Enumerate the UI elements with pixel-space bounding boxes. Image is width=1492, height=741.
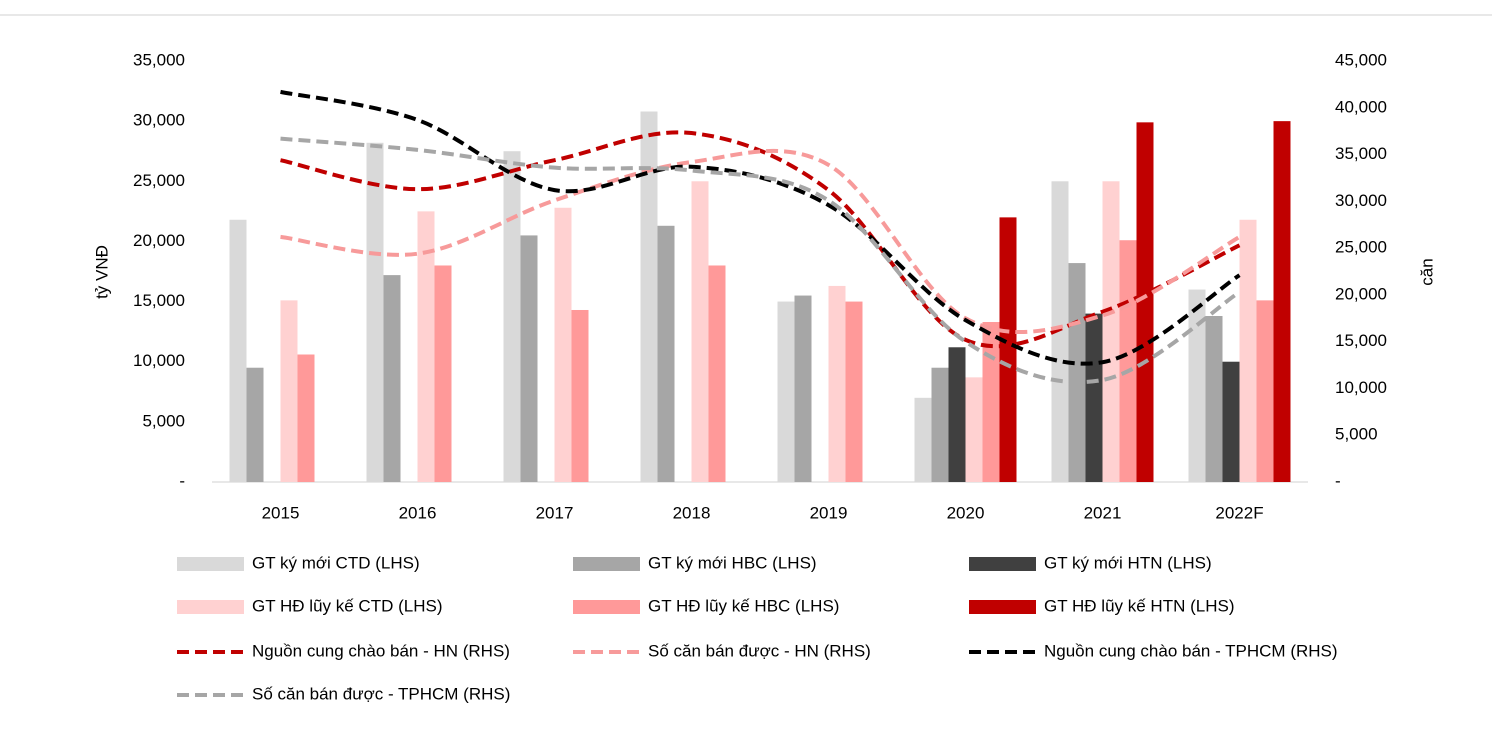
bar: [691, 181, 709, 483]
y2-tick-label: 30,000: [1335, 191, 1387, 210]
x-tick-label: 2015: [262, 503, 300, 522]
bar: [999, 217, 1017, 482]
bar: [828, 285, 846, 482]
bar: [1273, 121, 1291, 483]
x-tick-label: 2020: [947, 503, 985, 522]
bar: [657, 225, 675, 482]
y-tick-label: 30,000: [133, 111, 185, 130]
bar: [280, 300, 298, 482]
bar: [383, 275, 401, 482]
line: [280, 136, 1241, 385]
bar: [417, 211, 435, 482]
bar: [520, 235, 538, 482]
bar: [1051, 181, 1069, 483]
bar: [982, 322, 1000, 482]
bar: [1205, 316, 1223, 482]
legend-label: Số căn bán được - HN (RHS): [648, 641, 871, 660]
y-tick-label: 5,000: [142, 411, 185, 430]
legend-label: Nguồn cung chào bán - TPHCM (RHS): [1044, 641, 1338, 660]
legend-label: GT ký mới HTN (LHS): [1044, 553, 1212, 572]
y2-tick-label: 40,000: [1335, 97, 1387, 116]
bar: [1102, 181, 1120, 483]
x-tick-label: 2018: [673, 503, 711, 522]
bar: [965, 377, 983, 482]
bar: [571, 309, 589, 482]
x-tick-label: 2019: [810, 503, 848, 522]
bar: [708, 265, 726, 482]
y-tick-label: -: [179, 471, 185, 490]
legend-swatch: [969, 557, 1036, 571]
legend-swatch: [177, 600, 244, 614]
bar: [640, 111, 658, 483]
bar: [1188, 289, 1206, 482]
x-tick-label: 2017: [536, 503, 574, 522]
y-tick-label: 10,000: [133, 351, 185, 370]
bar: [554, 207, 572, 482]
legend-label: Số căn bán được - TPHCM (RHS): [252, 684, 510, 703]
y2-tick-label: 15,000: [1335, 331, 1387, 350]
y2-tick-label: 45,000: [1335, 50, 1387, 69]
y2-axis-title: căn: [1417, 258, 1436, 285]
bar: [1256, 300, 1274, 482]
bar: [229, 219, 247, 482]
x-tick-label: 2016: [399, 503, 437, 522]
y2-tick-label: 5,000: [1335, 425, 1378, 444]
bar: [1239, 219, 1257, 482]
legend-swatch: [177, 557, 244, 571]
y-tick-label: 35,000: [133, 50, 185, 69]
y2-tick-label: 20,000: [1335, 284, 1387, 303]
bar: [914, 397, 932, 482]
legend-label: GT HĐ lũy kế HTN (LHS): [1044, 596, 1235, 615]
y-axis-title: tỷ VNĐ: [92, 245, 111, 299]
y2-tick-label: 25,000: [1335, 238, 1387, 257]
bar: [1068, 263, 1086, 482]
x-tick-label: 2021: [1084, 503, 1122, 522]
bar: [777, 301, 795, 482]
line: [280, 130, 1241, 349]
bar: [503, 151, 521, 482]
y2-tick-label: -: [1335, 471, 1341, 490]
bar: [434, 265, 452, 482]
bar: [1136, 122, 1154, 483]
line: [280, 148, 1241, 335]
y2-tick-label: 35,000: [1335, 144, 1387, 163]
bar: [297, 354, 315, 482]
bar: [366, 142, 384, 482]
x-tick-label: 2022F: [1215, 503, 1263, 522]
legend-label: GT ký mới HBC (LHS): [648, 553, 817, 572]
legend-swatch: [969, 600, 1036, 614]
bar: [1222, 361, 1240, 482]
legend-swatch: [573, 600, 640, 614]
bar: [1119, 240, 1137, 482]
bar: [1085, 313, 1103, 482]
legend-swatch: [573, 557, 640, 571]
bar: [246, 367, 264, 482]
bar: [948, 347, 966, 482]
legend-label: GT HĐ lũy kế HBC (LHS): [648, 596, 839, 615]
y-tick-label: 25,000: [133, 171, 185, 190]
legend-label: GT HĐ lũy kế CTD (LHS): [252, 596, 443, 615]
bar: [931, 367, 949, 482]
y2-tick-label: 10,000: [1335, 378, 1387, 397]
y-tick-label: 15,000: [133, 291, 185, 310]
legend-label: GT ký mới CTD (LHS): [252, 553, 420, 572]
legend-label: Nguồn cung chào bán - HN (RHS): [252, 641, 510, 660]
bar: [794, 295, 812, 482]
y-tick-label: 20,000: [133, 231, 185, 250]
bar: [845, 301, 863, 482]
